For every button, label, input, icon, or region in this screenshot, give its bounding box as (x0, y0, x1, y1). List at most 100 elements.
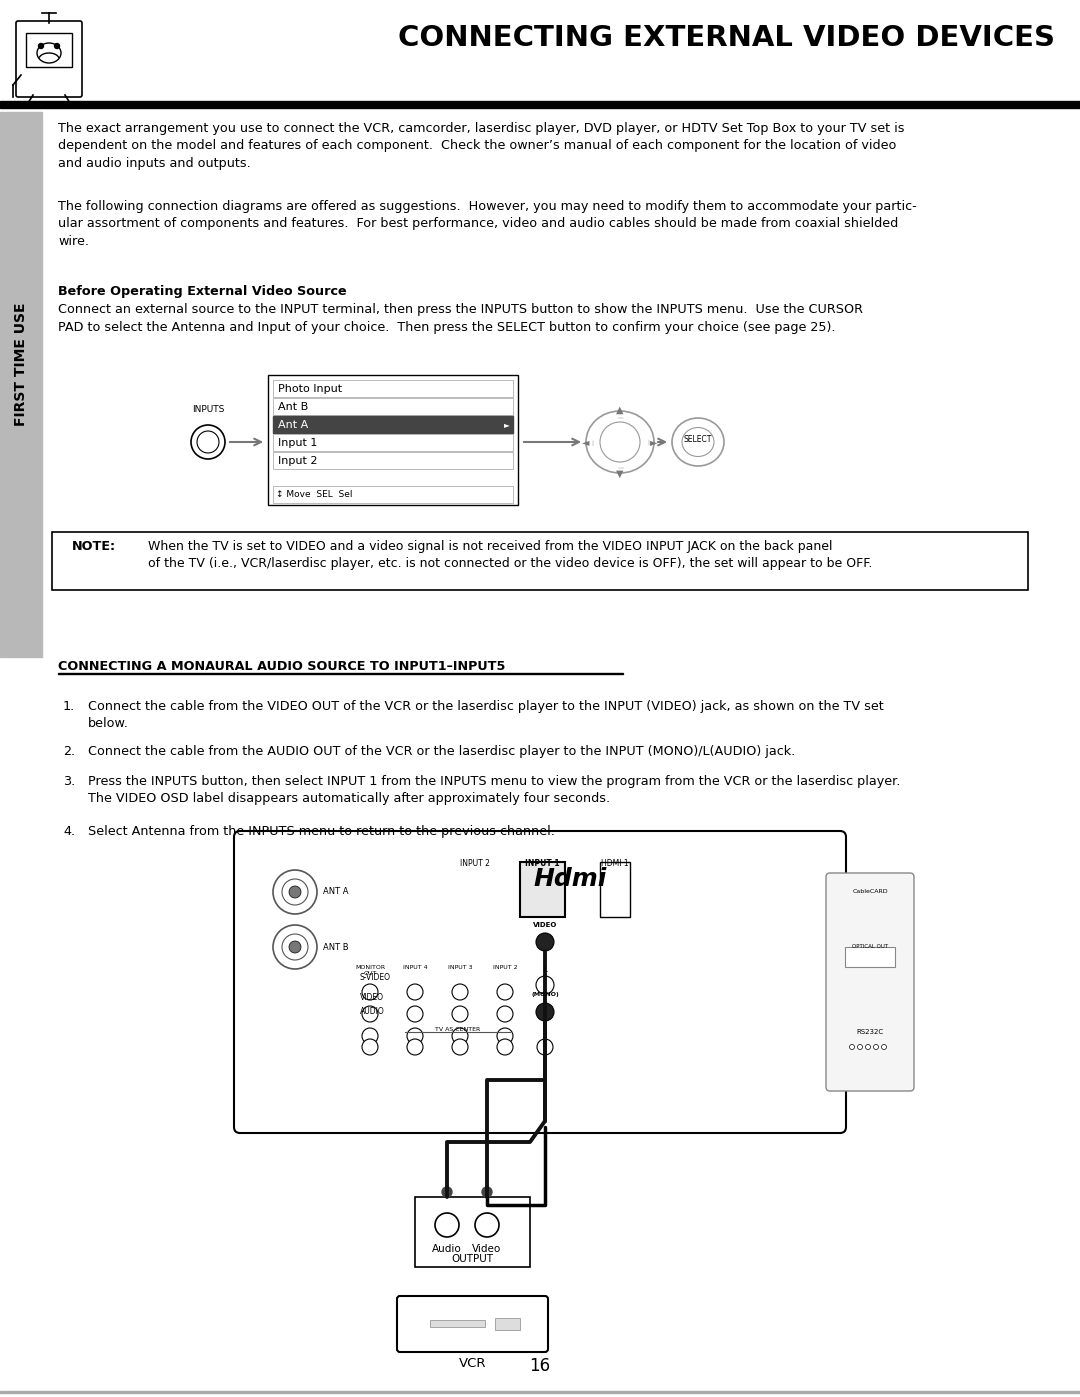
Bar (273, 453, 513, 469)
Text: Audio: Audio (432, 1243, 462, 1255)
Circle shape (54, 43, 59, 49)
Text: Photo Input: Photo Input (278, 384, 342, 394)
Circle shape (497, 1039, 513, 1055)
Text: ◄: ◄ (582, 437, 590, 447)
Bar (273, 380, 513, 397)
Bar (0, 1391, 1080, 1393)
Text: |: | (618, 467, 623, 468)
Circle shape (881, 1045, 887, 1049)
Text: VIDEO: VIDEO (532, 922, 557, 928)
Text: S-VIDEO: S-VIDEO (360, 972, 391, 982)
Text: VIDEO: VIDEO (360, 992, 384, 1002)
Text: ▲: ▲ (617, 405, 624, 415)
Circle shape (407, 1039, 423, 1055)
Text: When the TV is set to VIDEO and a video signal is not received from the VIDEO IN: When the TV is set to VIDEO and a video … (148, 541, 873, 570)
Text: HDMI 1: HDMI 1 (602, 859, 629, 868)
Bar (273, 486, 513, 503)
Circle shape (537, 1039, 553, 1055)
Circle shape (442, 1187, 453, 1197)
Circle shape (850, 1045, 854, 1049)
Circle shape (453, 983, 468, 1000)
Text: Video: Video (472, 1243, 501, 1255)
Text: ▼: ▼ (617, 469, 624, 479)
Circle shape (536, 977, 554, 995)
FancyBboxPatch shape (397, 1296, 548, 1352)
Text: TV AS CENTER: TV AS CENTER (435, 1027, 481, 1032)
Circle shape (874, 1045, 878, 1049)
Text: Hdmi: Hdmi (534, 868, 607, 891)
Text: VCR: VCR (459, 1356, 486, 1370)
Text: INPUT 4: INPUT 4 (403, 965, 428, 970)
FancyBboxPatch shape (234, 831, 846, 1133)
Circle shape (435, 1213, 459, 1236)
Text: 1.: 1. (63, 700, 76, 712)
Text: |: | (591, 439, 593, 444)
Circle shape (497, 983, 513, 1000)
Text: Ant A: Ant A (278, 419, 308, 429)
Text: INPUTS: INPUTS (192, 405, 225, 414)
Text: Press the INPUTS button, then select INPUT 1 from the INPUTS menu to view the pr: Press the INPUTS button, then select INP… (87, 775, 901, 805)
Circle shape (289, 886, 301, 898)
Text: |: | (618, 416, 623, 418)
Bar (26, 34, 72, 67)
Text: 16: 16 (529, 1356, 551, 1375)
Text: ANT A: ANT A (323, 887, 349, 897)
Text: Input 2: Input 2 (278, 455, 318, 465)
Circle shape (407, 1006, 423, 1023)
Bar (845, 947, 895, 967)
Text: INPUT 3: INPUT 3 (448, 965, 472, 970)
Text: (MONO): (MONO) (531, 992, 558, 997)
Bar (52, 532, 1028, 590)
Text: The following connection diagrams are offered as suggestions.  However, you may : The following connection diagrams are of… (58, 200, 917, 249)
Text: 4.: 4. (63, 826, 76, 838)
Text: |: | (647, 439, 649, 444)
Circle shape (497, 1006, 513, 1023)
Circle shape (407, 1028, 423, 1044)
Bar (600, 862, 630, 916)
Text: Connect an external source to the INPUT terminal, then press the INPUTS button t: Connect an external source to the INPUT … (58, 303, 863, 334)
Circle shape (497, 1028, 513, 1044)
Circle shape (362, 983, 378, 1000)
Bar (430, 1320, 485, 1327)
Text: CableCARD: CableCARD (852, 888, 888, 894)
Text: Select Antenna from the INPUTS menu to return to the previous channel.: Select Antenna from the INPUTS menu to r… (87, 826, 555, 838)
Text: NOTE:: NOTE: (72, 541, 117, 553)
Text: FIRST TIME USE: FIRST TIME USE (14, 303, 28, 426)
Circle shape (858, 1045, 863, 1049)
Circle shape (453, 1039, 468, 1055)
Text: Before Operating External Video Source: Before Operating External Video Source (58, 285, 347, 298)
Text: SELECT: SELECT (684, 436, 712, 444)
Text: INPUT 2: INPUT 2 (460, 859, 490, 868)
Circle shape (407, 983, 423, 1000)
Circle shape (362, 1039, 378, 1055)
Text: 3.: 3. (63, 775, 76, 788)
Bar (0, 112, 42, 657)
Text: RS232C: RS232C (856, 1030, 883, 1035)
Text: Connect the cable from the AUDIO OUT of the VCR or the laserdisc player to the I: Connect the cable from the AUDIO OUT of … (87, 745, 795, 759)
Text: Input 1: Input 1 (278, 437, 318, 447)
Text: CONNECTING EXTERNAL VIDEO DEVICES: CONNECTING EXTERNAL VIDEO DEVICES (399, 24, 1055, 52)
Circle shape (475, 1213, 499, 1236)
Text: INPUT 1: INPUT 1 (525, 859, 559, 868)
Text: Connect the cable from the VIDEO OUT of the VCR or the laserdisc player to the I: Connect the cable from the VIDEO OUT of … (87, 700, 883, 731)
Text: ►: ► (504, 420, 510, 429)
Bar (519, 862, 565, 916)
Text: INPUT 2: INPUT 2 (492, 965, 517, 970)
Text: ANT B: ANT B (323, 943, 349, 951)
Bar (273, 398, 513, 415)
Text: OUTPUT: OUTPUT (451, 1255, 494, 1264)
Circle shape (289, 942, 301, 953)
Text: The exact arrangement you use to connect the VCR, camcorder, laserdisc player, D: The exact arrangement you use to connect… (58, 122, 905, 170)
Circle shape (482, 1187, 492, 1197)
Text: 2.: 2. (63, 745, 76, 759)
Text: ►: ► (650, 437, 658, 447)
Bar (273, 434, 513, 451)
Circle shape (865, 1045, 870, 1049)
Text: ↕ Move  SEL  Sel: ↕ Move SEL Sel (276, 490, 352, 499)
Circle shape (536, 1003, 554, 1021)
Bar (0, 101, 1080, 108)
Bar (495, 1317, 519, 1330)
Circle shape (362, 1028, 378, 1044)
Text: CONNECTING A MONAURAL AUDIO SOURCE TO INPUT1–INPUT5: CONNECTING A MONAURAL AUDIO SOURCE TO IN… (58, 659, 505, 673)
Bar (415, 1197, 530, 1267)
